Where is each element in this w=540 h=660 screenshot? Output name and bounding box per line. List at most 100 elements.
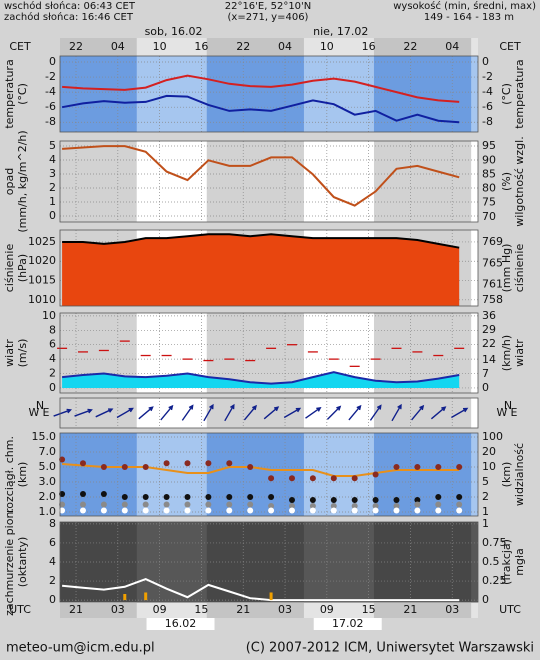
y-tick-label: 4 [49, 352, 56, 365]
series-dot [309, 497, 316, 503]
compass-e: E [511, 406, 518, 419]
wind-arrow [95, 408, 114, 418]
bottom-tick-label: 21 [236, 603, 250, 616]
top-tick-label: 22 [236, 40, 250, 53]
bottom-zone-right: UTC [499, 603, 521, 616]
bottom-tick-label: 03 [445, 603, 459, 616]
bottom-tick-label: 09 [153, 603, 167, 616]
y2-tick-label: 85 [482, 167, 496, 180]
series-dot [100, 464, 107, 470]
series-dot [59, 507, 66, 514]
panel-frame [59, 229, 479, 307]
wind-arrow [224, 403, 235, 422]
wind-arrow [348, 404, 362, 421]
series-dot [435, 501, 442, 508]
bottom-tick-label: 09 [320, 603, 334, 616]
day-band [471, 398, 478, 428]
y2-axis-label: wilgotność wzgl. [513, 136, 526, 226]
y-axis-label: rozciągł. chm. [3, 436, 16, 513]
series-dot [79, 501, 86, 508]
y2-tick-label: 0.75 [482, 536, 507, 549]
y-axis-label: (m/s) [16, 339, 29, 368]
series-dot [309, 475, 316, 482]
y-axis-label: (mm/h, kg/m^2/h) [16, 130, 29, 232]
wind-arrow [263, 406, 280, 420]
series-dot [435, 507, 442, 514]
series-dot [414, 464, 421, 470]
wind-arrow [181, 404, 194, 421]
y-tick-label: 5 [49, 139, 56, 152]
y-axis-label: zachmurzenie pion. [3, 508, 16, 616]
wind-arrow [283, 407, 302, 419]
series-dot [142, 507, 149, 514]
series-dot [414, 507, 421, 514]
y-tick-label: 15.0 [32, 430, 57, 443]
y-axis-label: (oktanty) [16, 537, 29, 588]
bottom-tick-label: 15 [362, 603, 376, 616]
top-tick-label: 22 [403, 40, 417, 53]
day-band [136, 398, 207, 428]
grid-point: (x=271, y=406) [228, 12, 309, 23]
series-dot [351, 507, 358, 514]
day-band [471, 141, 478, 222]
y2-axis-label: widzialność [513, 443, 526, 506]
wind-arrow [305, 406, 322, 419]
compass-w: W [29, 406, 40, 419]
y2-tick-label: 0.5 [482, 555, 500, 568]
series-dot [456, 464, 463, 470]
y2-axis-label: (km) [500, 462, 513, 488]
y-tick-label: 10 [42, 309, 56, 322]
coords: 22°16'E, 52°10'N [225, 1, 312, 12]
y-tick-label: 2.0 [39, 490, 57, 503]
series-dot [309, 503, 316, 509]
series-dot [268, 507, 275, 514]
top-zone-left: CET [9, 40, 31, 53]
day-band [303, 38, 374, 56]
bottom-tick-label: 21 [69, 603, 83, 616]
series-dot [288, 475, 295, 482]
y2-axis-label: wiatr [513, 339, 526, 367]
elevation: 149 - 164 - 183 m [424, 12, 514, 23]
series-dot [247, 501, 254, 508]
compass-w: W [497, 406, 508, 419]
day-band [136, 38, 207, 56]
series-dot [79, 491, 86, 497]
y2-tick-label: 2 [482, 490, 489, 503]
y-tick-label: -4 [45, 85, 56, 98]
y2-tick-label: 769 [482, 235, 503, 248]
series-dot [330, 497, 337, 503]
night-band [60, 56, 478, 132]
day-band [136, 603, 207, 618]
series-dot [456, 507, 463, 514]
series-dot [247, 464, 254, 470]
top-tick-label: 16 [194, 40, 208, 53]
y2-axis-label: (mm Hg) [500, 244, 513, 293]
y-tick-label: 1.0 [39, 505, 57, 518]
top-tick-label: 22 [69, 40, 83, 53]
bottom-day-box [313, 618, 382, 630]
series-line [62, 145, 460, 207]
y-tick-label: -8 [45, 115, 56, 128]
bottom-day-label: 16.02 [165, 617, 197, 630]
y2-tick-label: 70 [482, 210, 496, 223]
series-dot [100, 501, 107, 508]
y-tick-label: 0 [49, 209, 56, 222]
series-dot [205, 494, 212, 500]
y2-axis-label: (°C) [500, 83, 513, 105]
series-dot [142, 494, 149, 500]
y2-tick-label: 80 [482, 182, 496, 195]
series-dot [226, 501, 233, 508]
series-dot [330, 503, 337, 509]
series-dot [226, 460, 233, 467]
y2-tick-label: 0.25 [482, 574, 507, 587]
series-dot [121, 494, 128, 500]
series-dot [205, 501, 212, 508]
day-band [471, 433, 478, 516]
elevation-title: wysokość (min, średni, max) [393, 0, 536, 12]
day-band [303, 603, 374, 618]
y-tick-label: -6 [45, 100, 56, 113]
series-dot [435, 494, 442, 500]
y-tick-label: 3 [49, 167, 56, 180]
series-dot [372, 507, 379, 514]
